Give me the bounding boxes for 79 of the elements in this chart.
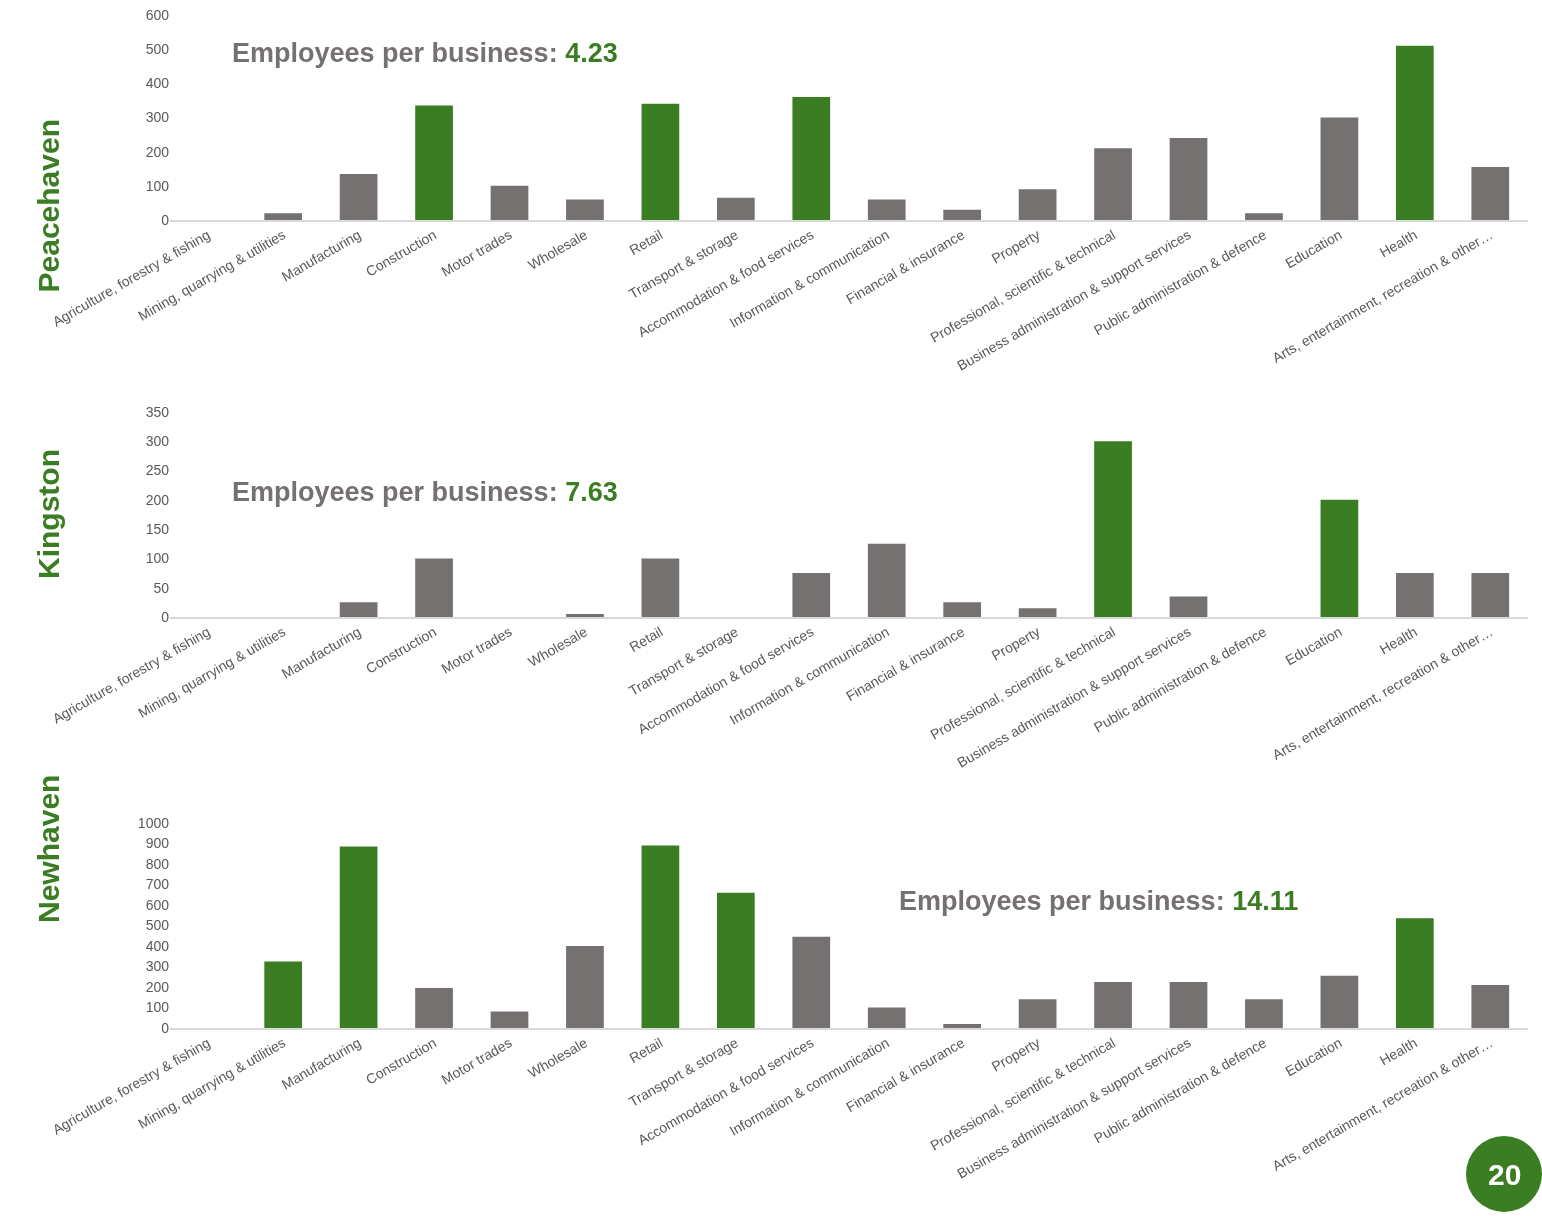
bar bbox=[716, 892, 755, 1028]
text: 20 bbox=[1488, 1158, 1522, 1191]
y-tick-label: 400 bbox=[145, 75, 170, 92]
bar bbox=[1018, 189, 1057, 220]
y-tick-label: 50 bbox=[153, 579, 170, 596]
bar bbox=[1320, 499, 1359, 617]
bar bbox=[415, 105, 453, 220]
text: Kingston bbox=[32, 449, 65, 579]
bar bbox=[1320, 117, 1359, 220]
y-tick-label: 300 bbox=[145, 433, 170, 450]
y-tick-label: 300 bbox=[145, 958, 170, 975]
bar bbox=[641, 845, 680, 1028]
bar bbox=[566, 614, 604, 617]
bar bbox=[867, 1007, 906, 1028]
y-tick-label: 100 bbox=[145, 177, 170, 194]
y-tick-label: 250 bbox=[145, 462, 170, 479]
bar bbox=[1320, 975, 1359, 1028]
bar bbox=[1245, 999, 1283, 1028]
bar bbox=[339, 173, 378, 220]
bar bbox=[641, 103, 680, 220]
bar bbox=[1094, 148, 1132, 220]
bar bbox=[1395, 45, 1434, 220]
bar bbox=[415, 988, 453, 1028]
bar bbox=[566, 946, 604, 1028]
bar bbox=[1471, 573, 1510, 617]
annotation: Employees per business: 14.11 bbox=[899, 886, 1299, 916]
y-tick-label: 300 bbox=[145, 109, 170, 126]
y-tick-label: 800 bbox=[145, 855, 170, 872]
bar bbox=[1018, 608, 1057, 617]
y-tick-label: 1000 bbox=[137, 814, 170, 831]
y-tick-label: 0 bbox=[161, 608, 170, 625]
bar bbox=[716, 197, 755, 220]
bar bbox=[415, 558, 453, 617]
bar bbox=[1094, 981, 1132, 1028]
annotation: Employees per business: 7.63 bbox=[232, 477, 618, 507]
y-tick-label: 900 bbox=[145, 835, 170, 852]
bar bbox=[1245, 213, 1283, 220]
y-tick-label: 500 bbox=[145, 41, 170, 58]
y-tick-label: 400 bbox=[145, 937, 170, 954]
bar bbox=[1169, 138, 1208, 220]
y-tick-label: 600 bbox=[145, 6, 170, 23]
bar bbox=[943, 602, 982, 617]
bar bbox=[943, 1023, 982, 1028]
bar bbox=[264, 213, 303, 220]
y-tick-label: 200 bbox=[145, 491, 170, 508]
bar bbox=[792, 573, 831, 617]
y-tick-label: 350 bbox=[145, 403, 170, 420]
y-tick-label: 700 bbox=[145, 876, 170, 893]
bar bbox=[1169, 596, 1208, 617]
bar bbox=[490, 185, 529, 220]
bar bbox=[1471, 167, 1510, 220]
bar bbox=[490, 1011, 529, 1028]
bar bbox=[566, 199, 604, 220]
bar bbox=[1094, 441, 1132, 617]
bar bbox=[339, 602, 378, 617]
y-tick-label: 100 bbox=[145, 550, 170, 567]
bar bbox=[1395, 918, 1434, 1028]
bar bbox=[943, 209, 982, 220]
y-tick-label: 500 bbox=[145, 917, 170, 934]
bar bbox=[867, 543, 906, 617]
bar bbox=[867, 199, 906, 220]
bar bbox=[1395, 573, 1434, 617]
y-tick-label: 100 bbox=[145, 999, 170, 1016]
chart-title: Newhaven bbox=[32, 774, 65, 923]
bar bbox=[792, 936, 831, 1028]
bar bbox=[792, 97, 831, 220]
bar bbox=[1471, 984, 1510, 1028]
bar bbox=[264, 961, 303, 1028]
y-tick-label: 0 bbox=[161, 1019, 170, 1036]
y-tick-label: 0 bbox=[161, 211, 170, 228]
y-tick-label: 200 bbox=[145, 143, 170, 160]
bar bbox=[339, 846, 378, 1028]
y-tick-label: 600 bbox=[145, 896, 170, 913]
y-tick-label: 200 bbox=[145, 978, 170, 995]
bar bbox=[1169, 981, 1208, 1028]
annotation: Employees per business: 4.23 bbox=[232, 38, 618, 68]
bar bbox=[641, 558, 680, 617]
bar bbox=[1018, 999, 1057, 1028]
y-tick-label: 150 bbox=[145, 521, 170, 538]
